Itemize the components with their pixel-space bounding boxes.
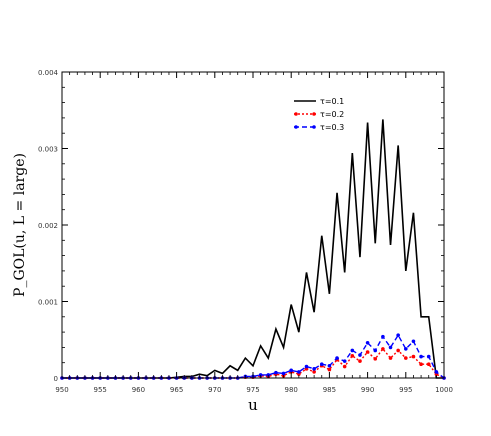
data-point xyxy=(373,357,378,361)
data-point xyxy=(258,373,263,377)
data-point xyxy=(327,363,332,368)
x-tick-label: 970 xyxy=(208,386,221,394)
x-tick-label: 965 xyxy=(170,386,183,394)
data-point xyxy=(404,347,408,351)
data-point xyxy=(434,370,439,374)
data-point xyxy=(342,359,347,363)
data-point xyxy=(381,347,385,351)
legend-label: τ=0.3 xyxy=(320,123,344,132)
data-point xyxy=(426,354,431,359)
y-axis-label: P_GOL(u, L = large) xyxy=(12,153,28,297)
legend: τ=0.1 τ=0.2 τ=0.3 xyxy=(294,97,344,132)
x-tick-label: 950 xyxy=(55,386,68,394)
data-point xyxy=(297,370,301,374)
legend-item: τ=0.1 xyxy=(294,97,344,106)
x-tick-label: 980 xyxy=(285,386,298,394)
data-point xyxy=(274,370,278,375)
data-point xyxy=(335,356,339,360)
data-point xyxy=(319,362,324,367)
data-point xyxy=(312,367,316,371)
legend-item: τ=0.2 xyxy=(294,110,344,119)
y-tick-label: 0.002 xyxy=(38,222,58,230)
legend-label: τ=0.2 xyxy=(320,110,344,119)
data-point xyxy=(289,368,294,373)
y-tick-label: 0.003 xyxy=(38,146,58,154)
legend-label: τ=0.1 xyxy=(320,97,344,106)
y-tick-label: 0 xyxy=(54,375,58,383)
y-axis: 0 0.001 0.002 0.003 0.004 xyxy=(38,69,444,383)
data-point xyxy=(396,348,400,353)
data-point xyxy=(350,348,355,353)
data-point xyxy=(426,362,431,367)
x-tick-label: 990 xyxy=(361,386,374,394)
data-point xyxy=(342,364,347,369)
data-point xyxy=(365,341,370,345)
data-point xyxy=(411,354,416,359)
legend-item: τ=0.3 xyxy=(294,123,344,132)
legend-marker xyxy=(312,125,316,129)
data-point xyxy=(388,356,393,360)
x-axis: 950 955 960 965 970 975 980 985 990 995 1000 xyxy=(55,72,453,394)
x-axis-label: u xyxy=(248,396,258,414)
data-point xyxy=(419,362,423,367)
data-point xyxy=(327,367,332,372)
legend-marker xyxy=(294,125,298,129)
data-point xyxy=(419,354,423,359)
data-point xyxy=(266,373,271,377)
data-point xyxy=(304,364,309,369)
y-tick-label: 0.004 xyxy=(38,69,59,77)
x-tick-label: 960 xyxy=(132,386,145,394)
x-tick-label: 995 xyxy=(399,386,412,394)
data-point xyxy=(312,370,316,374)
data-point xyxy=(358,359,362,363)
x-tick-label: 1000 xyxy=(435,386,453,394)
data-point xyxy=(404,356,408,360)
x-tick-label: 955 xyxy=(94,386,107,394)
data-point xyxy=(350,354,355,358)
data-point xyxy=(396,333,400,337)
x-tick-label: 975 xyxy=(246,386,259,394)
x-tick-label: 985 xyxy=(323,386,336,394)
data-point xyxy=(388,345,393,350)
legend-marker xyxy=(312,112,316,116)
data-point xyxy=(411,339,416,344)
y-tick-label: 0.001 xyxy=(38,299,58,307)
data-point xyxy=(373,348,378,353)
data-point xyxy=(281,371,286,376)
data-point xyxy=(358,353,362,357)
data-point xyxy=(365,350,370,354)
legend-marker xyxy=(294,112,298,116)
data-point xyxy=(381,334,385,339)
